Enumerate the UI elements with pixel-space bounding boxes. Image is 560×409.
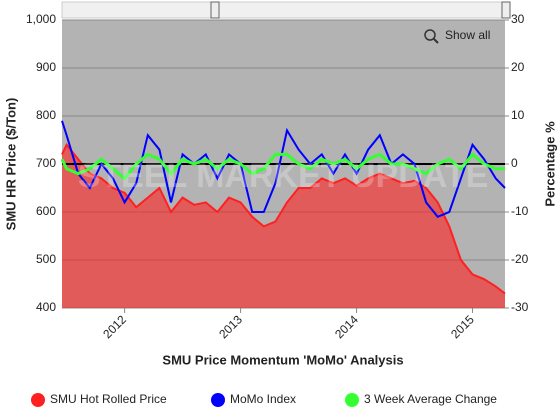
y2-tick-label: -10 <box>511 204 529 218</box>
y2-tick-label: 20 <box>511 60 525 74</box>
area-line <box>61 142 506 295</box>
legend-marker <box>345 393 359 407</box>
area <box>62 144 505 308</box>
show-all-button[interactable]: Show all <box>424 28 490 44</box>
y2-tick-label: -30 <box>511 300 529 314</box>
y2-title: Percentage % <box>542 121 557 207</box>
y-tick-label: 800 <box>36 108 56 122</box>
navigator[interactable] <box>61 1 506 19</box>
x-tick-label: 2014 <box>332 312 361 341</box>
zoom-icon <box>433 38 439 44</box>
button-label[interactable]: Show all <box>445 28 490 42</box>
legend-label: MoMo Index <box>230 392 296 406</box>
y2-tick-label: 10 <box>511 108 525 122</box>
y-tick-label: 700 <box>36 156 56 170</box>
y2-tick-label: -20 <box>511 252 529 266</box>
legend-marker <box>211 393 225 407</box>
line <box>60 152 505 181</box>
x-tick-label: 2012 <box>100 312 129 341</box>
legend-label: SMU Hot Rolled Price <box>50 392 167 406</box>
watermark: STEEL MARKET UPDATE <box>78 157 489 195</box>
navigator-handle[interactable] <box>501 1 511 19</box>
legend-marker <box>31 393 45 407</box>
y-tick-label: 500 <box>36 252 56 266</box>
navigator-handle[interactable] <box>210 1 220 19</box>
zoom-icon <box>424 29 436 41</box>
x-title: SMU Price Momentum 'MoMo' Analysis <box>162 352 403 367</box>
y-tick-label: 400 <box>36 300 56 314</box>
y2-tick-label: 30 <box>511 12 525 26</box>
x-tick-label: 2015 <box>448 312 477 341</box>
line <box>61 120 506 219</box>
y2-tick-label: 0 <box>511 156 518 170</box>
y-tick-label: 900 <box>36 60 56 74</box>
y-tick-label: 600 <box>36 204 56 218</box>
x-tick-label: 2013 <box>216 312 245 341</box>
y-tick-label: 1,000 <box>26 12 56 26</box>
y-title: SMU HR Price ($/Ton) <box>3 98 18 231</box>
legend-label: 3 Week Average Change <box>364 392 497 406</box>
